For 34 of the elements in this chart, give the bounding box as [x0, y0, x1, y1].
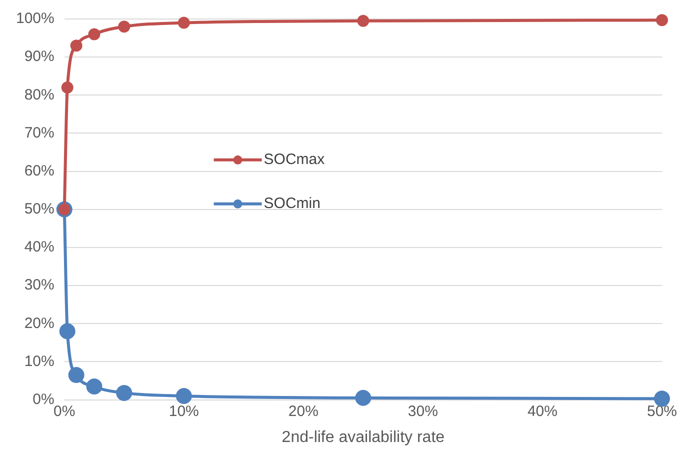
point [116, 384, 132, 401]
y-tick-label: 40% [24, 238, 54, 256]
point [68, 367, 84, 384]
x-tick-label: 40% [527, 402, 558, 420]
x-tick-label: 30% [408, 402, 438, 420]
y-tick-label: 50% [24, 200, 54, 218]
point [61, 82, 74, 94]
y-tick-label: 0% [32, 390, 54, 408]
point [118, 20, 130, 33]
x-tick-label: 10% [168, 402, 199, 420]
point [59, 323, 76, 340]
legend-label: SOCmin [264, 195, 320, 212]
x-tick-label: 50% [646, 402, 678, 420]
point [654, 390, 670, 407]
y-tick-label: 70% [24, 124, 54, 142]
point [178, 16, 190, 29]
point [88, 28, 100, 40]
x-tick-label: 20% [288, 402, 318, 420]
y-tick-label: 20% [24, 314, 54, 332]
point [176, 388, 192, 404]
point [355, 390, 372, 406]
point [656, 14, 668, 26]
y-tick-label: 100% [16, 10, 54, 28]
point [86, 378, 102, 394]
legend-label: SOCmax [264, 151, 326, 168]
x-axis-title: 2nd-life availability rate [282, 428, 445, 446]
y-tick-label: 60% [24, 162, 54, 180]
y-tick-label: 80% [24, 86, 54, 104]
point [357, 14, 370, 27]
y-tick-label: 10% [24, 352, 54, 370]
point [70, 40, 82, 52]
x-tick-label: 0% [54, 402, 76, 420]
y-tick-label: 30% [24, 276, 54, 294]
y-tick-label: 90% [24, 48, 54, 66]
